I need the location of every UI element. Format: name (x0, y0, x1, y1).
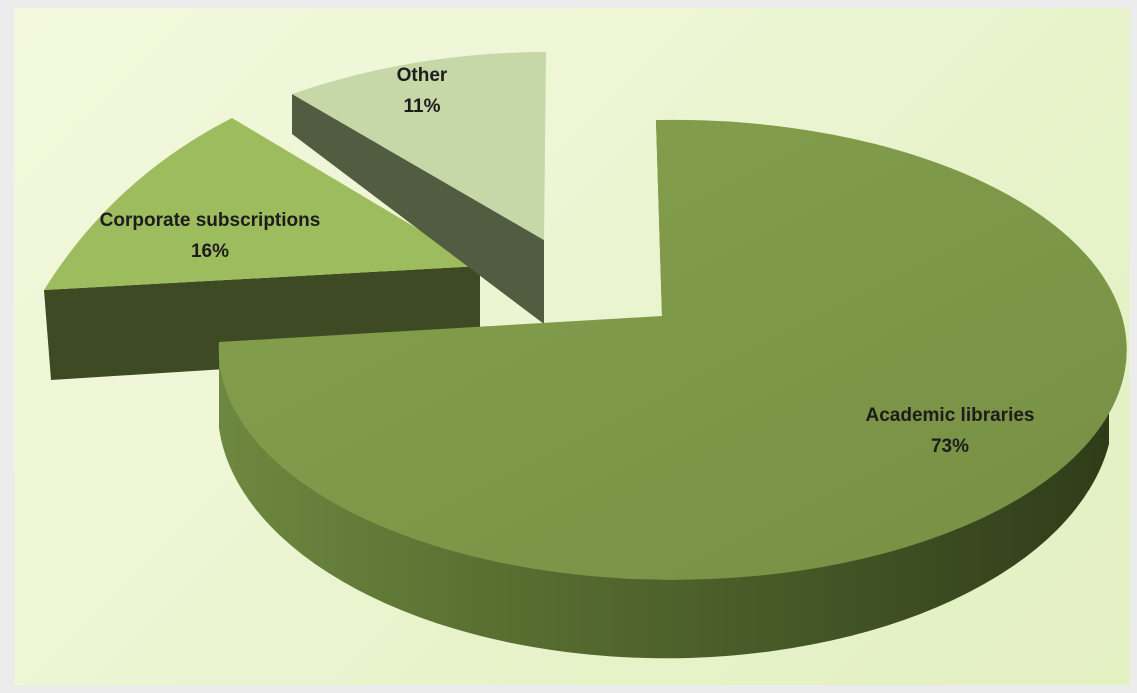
pie-slice-other (292, 52, 546, 324)
academic-top-face (218, 119, 1127, 580)
other-side-face (292, 94, 544, 324)
chart-area: Other 11% Corporate subscriptions 16% Ac… (14, 8, 1130, 685)
value-label-other: 11% (404, 96, 441, 117)
pie-chart: Other 11% Corporate subscriptions 16% Ac… (44, 52, 1127, 659)
other-top-face (292, 52, 546, 240)
value-label-academic-libraries: 73% (931, 436, 969, 457)
pie-slice-academic-libraries (218, 119, 1127, 659)
corporate-top-face (44, 118, 480, 290)
label-other: Other (397, 65, 448, 86)
label-corporate-subscriptions: Corporate subscriptions (100, 210, 321, 231)
value-label-corporate-subscriptions: 16% (191, 241, 229, 262)
label-academic-libraries: Academic libraries (866, 405, 1035, 426)
academic-side-face (219, 342, 1109, 659)
